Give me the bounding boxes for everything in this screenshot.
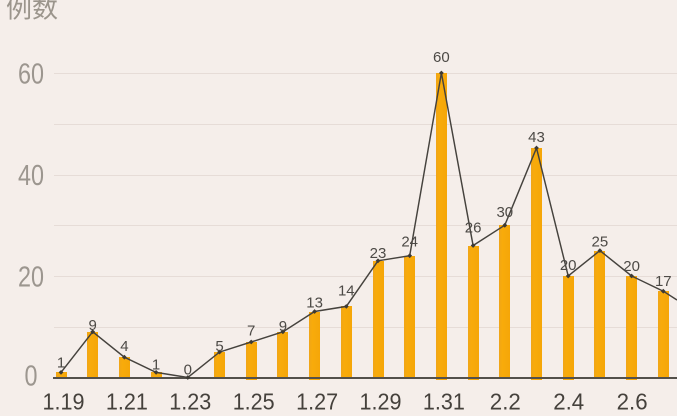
svg-text:1.31: 1.31 xyxy=(423,389,465,415)
svg-text:43: 43 xyxy=(528,129,545,146)
svg-text:4: 4 xyxy=(120,338,128,355)
svg-text:2.6: 2.6 xyxy=(617,389,648,415)
svg-text:1.19: 1.19 xyxy=(43,389,85,415)
svg-text:7: 7 xyxy=(247,323,255,340)
svg-text:5: 5 xyxy=(215,338,223,355)
svg-text:17: 17 xyxy=(655,273,672,290)
svg-text:2.2: 2.2 xyxy=(490,389,521,415)
svg-text:60: 60 xyxy=(18,59,44,91)
svg-text:9: 9 xyxy=(279,318,287,335)
svg-text:20: 20 xyxy=(623,258,640,275)
svg-text:20: 20 xyxy=(560,257,577,274)
svg-text:9: 9 xyxy=(89,317,97,334)
svg-text:1.27: 1.27 xyxy=(296,389,338,415)
svg-text:0: 0 xyxy=(25,361,38,393)
svg-text:25: 25 xyxy=(592,234,609,251)
svg-text:20: 20 xyxy=(18,262,44,294)
svg-text:1: 1 xyxy=(152,356,160,373)
svg-text:2.4: 2.4 xyxy=(553,389,584,415)
svg-text:13: 13 xyxy=(306,295,323,312)
svg-text:1.23: 1.23 xyxy=(169,389,211,415)
svg-text:40: 40 xyxy=(18,160,44,192)
svg-text:23: 23 xyxy=(370,245,387,262)
svg-text:60: 60 xyxy=(433,49,450,66)
svg-text:0: 0 xyxy=(184,362,192,379)
svg-text:26: 26 xyxy=(465,220,482,237)
svg-text:例数: 例数 xyxy=(6,0,58,24)
svg-text:1: 1 xyxy=(57,354,65,371)
svg-text:30: 30 xyxy=(496,204,513,221)
svg-text:1.21: 1.21 xyxy=(106,389,148,415)
svg-text:1.25: 1.25 xyxy=(233,389,275,415)
svg-text:1.29: 1.29 xyxy=(360,389,402,415)
svg-text:14: 14 xyxy=(338,282,355,299)
svg-text:24: 24 xyxy=(401,234,418,251)
